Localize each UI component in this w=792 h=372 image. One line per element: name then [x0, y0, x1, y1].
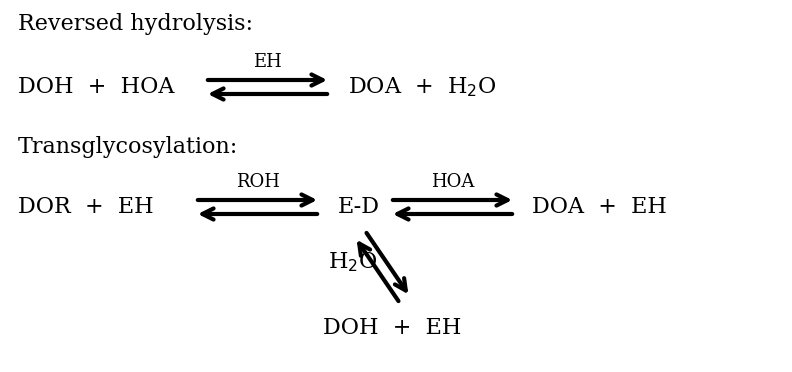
Text: Reversed hydrolysis:: Reversed hydrolysis:	[18, 13, 253, 35]
Text: DOH  +  HOA: DOH + HOA	[18, 76, 174, 98]
Text: ROH: ROH	[235, 173, 280, 191]
Text: DOR  +  EH: DOR + EH	[18, 196, 154, 218]
Text: H$_2$O: H$_2$O	[328, 250, 377, 274]
Text: EH: EH	[253, 53, 282, 71]
Text: E-D: E-D	[338, 196, 380, 218]
Text: DOA  +  H$_2$O: DOA + H$_2$O	[348, 75, 497, 99]
Text: DOH  +  EH: DOH + EH	[323, 317, 462, 339]
Text: DOA  +  EH: DOA + EH	[532, 196, 667, 218]
Text: HOA: HOA	[431, 173, 474, 191]
Text: Transglycosylation:: Transglycosylation:	[18, 136, 238, 158]
